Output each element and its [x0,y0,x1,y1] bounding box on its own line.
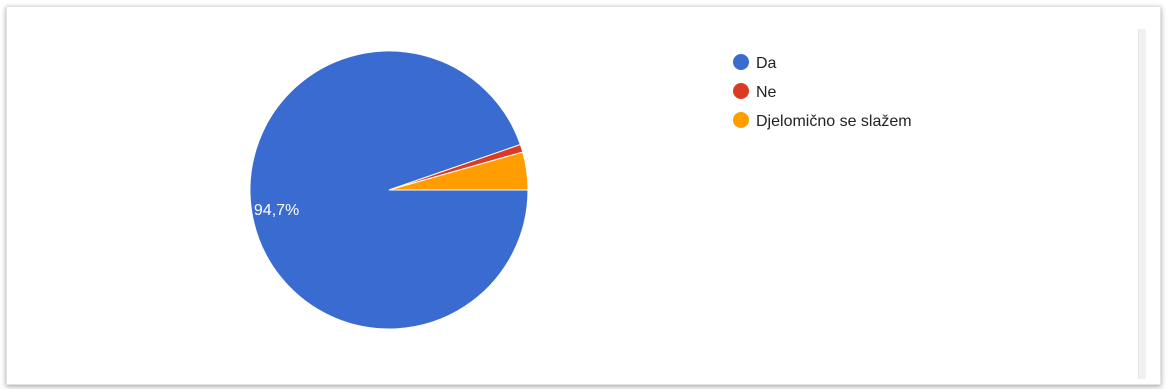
legend-swatch [733,112,749,128]
legend-item[interactable]: Ne [733,83,777,101]
legend: Da Ne Djelomično se slažem [733,54,912,130]
legend-label: Djelomično se slažem [756,113,912,130]
legend-swatch [733,54,749,70]
pie-labels: 94,7% [254,202,299,219]
pie-chart: 94,7% Da Ne Djelomično se slažem [249,50,912,330]
pie-slice-3[interactable] [388,151,529,191]
chart-card: 94,7% Da Ne Djelomično se slažem [6,6,1161,385]
legend-item[interactable]: Da [733,54,777,72]
legend-label: Da [756,55,777,72]
slice-data-label: 94,7% [254,202,299,219]
scrollbar[interactable] [1138,29,1146,379]
legend-item[interactable]: Djelomično se slažem [733,112,912,130]
pie-slices [249,50,529,330]
legend-label: Ne [756,84,777,101]
legend-swatch [733,83,749,99]
